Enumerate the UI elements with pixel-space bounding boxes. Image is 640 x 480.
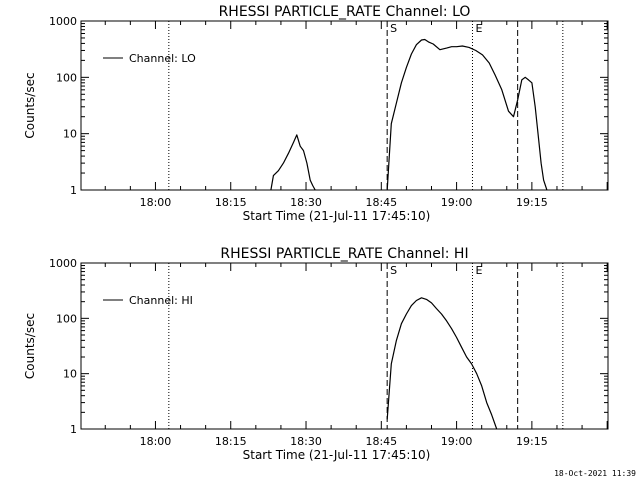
x-axis-label: Start Time (21-Jul-11 17:45:10) xyxy=(243,448,431,462)
x-tick-label: 19:00 xyxy=(441,196,473,209)
chart-panel-2: RHESSI PARTICLE_RATE Channel: HI 1 10 100 10… xyxy=(23,246,609,462)
x-tick-label: 19:00 xyxy=(441,435,473,448)
x-tick-label: 18:15 xyxy=(215,435,247,448)
plot-frame xyxy=(80,262,609,430)
plot-frame xyxy=(80,20,609,191)
marker-label: E xyxy=(475,22,482,35)
series-line xyxy=(386,38,548,191)
y-tick-label: 1000 xyxy=(49,15,77,28)
y-tick-label: 100 xyxy=(56,71,77,84)
marker-label: S xyxy=(390,264,397,277)
chart-title: RHESSI PARTICLE_RATE Channel: HI xyxy=(220,246,468,262)
series-line xyxy=(270,134,316,191)
x-tick-label: 19:15 xyxy=(516,435,548,448)
x-tick-label: 19:15 xyxy=(516,196,548,209)
x-axis-label: Start Time (21-Jul-11 17:45:10) xyxy=(243,209,431,223)
timestamp-label: 18-Oct-2021 11:39 xyxy=(554,469,636,478)
y-tick-label: 10 xyxy=(63,368,77,381)
y-tick-label: 1 xyxy=(70,423,77,436)
marker-label: S xyxy=(390,22,397,35)
y-tick-label: 100 xyxy=(56,312,77,325)
legend-label: Channel: LO xyxy=(129,52,196,65)
x-tick-label: 18:30 xyxy=(290,196,322,209)
y-axis-label: Counts/sec xyxy=(23,313,37,379)
y-tick-label: 10 xyxy=(63,128,77,141)
x-tick-label: 18:30 xyxy=(290,435,322,448)
legend-label: Channel: HI xyxy=(129,294,193,307)
x-tick-label: 18:45 xyxy=(365,435,397,448)
x-tick-label: 18:45 xyxy=(365,196,397,209)
y-tick-label: 1000 xyxy=(49,257,77,270)
x-tick-label: 18:00 xyxy=(140,196,172,209)
y-tick-label: 1 xyxy=(70,184,77,197)
x-tick-label: 18:00 xyxy=(140,435,172,448)
series-line xyxy=(386,297,498,430)
y-axis-label: Counts/sec xyxy=(23,72,37,138)
chart-title: RHESSI PARTICLE_RATE Channel: LO xyxy=(219,4,471,20)
chart-panel-1: RHESSI PARTICLE_RATE Channel: LO 1 10 100 10… xyxy=(23,4,609,223)
x-tick-label: 18:15 xyxy=(215,196,247,209)
marker-label: E xyxy=(475,264,482,277)
